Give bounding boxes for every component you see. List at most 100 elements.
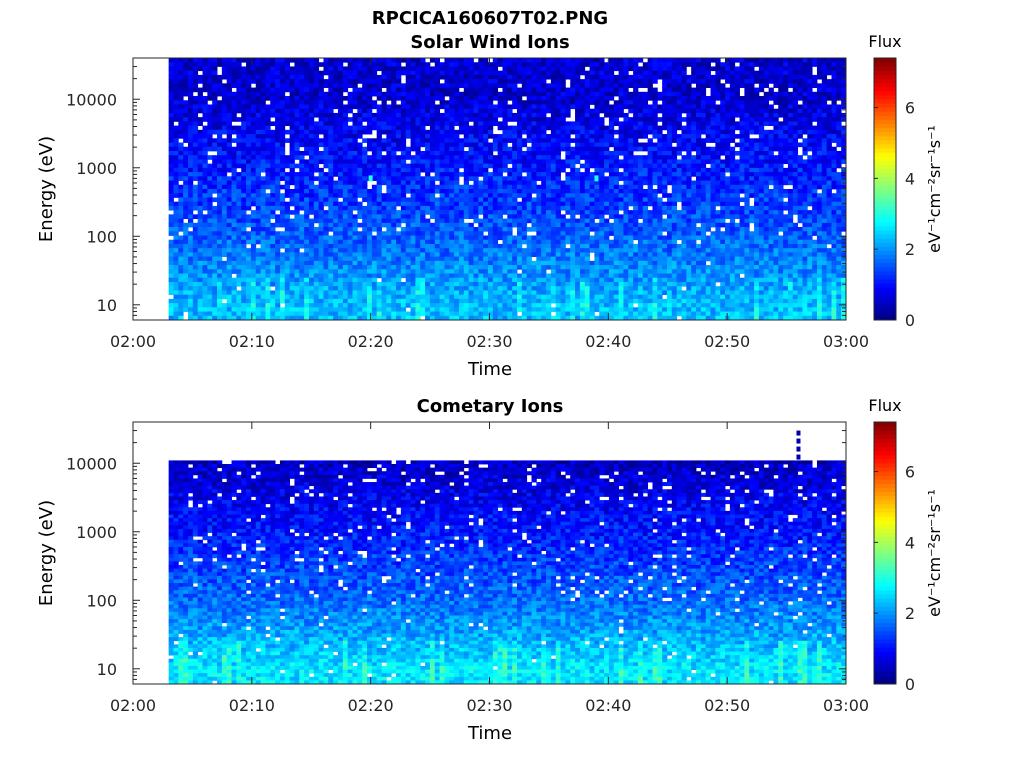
heatmap-cell [299, 155, 305, 160]
heatmap-cell [536, 96, 542, 101]
heatmap-cell [250, 155, 257, 160]
heatmap-cell [188, 146, 194, 152]
heatmap-cell [420, 121, 426, 127]
heatmap-cell [449, 303, 455, 308]
heatmap-cell [265, 298, 271, 304]
heatmap-cell [308, 66, 315, 72]
heatmap-cell [284, 201, 291, 207]
heatmap-cell [241, 150, 247, 156]
heatmap-cell [444, 277, 450, 283]
heatmap-cell [236, 163, 242, 169]
heatmap-cell [478, 150, 484, 156]
heatmap-cell [183, 205, 189, 211]
heatmap-cell [318, 142, 324, 148]
heatmap-cell [565, 163, 571, 169]
heatmap-cell [420, 163, 426, 169]
heatmap-cell [221, 58, 228, 63]
heatmap-cell [308, 201, 315, 207]
heatmap-cell [313, 70, 320, 76]
heatmap-cell [367, 294, 373, 300]
heatmap-cell [294, 189, 300, 194]
heatmap-cell [444, 138, 450, 143]
heatmap-cell [405, 281, 411, 287]
heatmap-cell [279, 298, 286, 304]
heatmap-cell [212, 104, 218, 110]
heatmap-cell [183, 62, 189, 67]
heatmap-cell [342, 155, 349, 160]
heatmap-cell [507, 235, 513, 241]
heatmap-cell [410, 155, 416, 160]
heatmap-cell [202, 83, 208, 88]
heatmap-cell [434, 138, 440, 143]
heatmap-cell [546, 260, 552, 266]
heatmap-cell [352, 269, 358, 274]
heatmap-cell [487, 248, 494, 253]
heatmap-cell [463, 142, 470, 148]
heatmap-cell [546, 167, 552, 173]
heatmap-cell [439, 239, 445, 245]
heatmap-cell [226, 290, 232, 296]
heatmap-cell [241, 172, 247, 177]
heatmap-cell [386, 172, 392, 177]
heatmap-cell [357, 70, 363, 76]
heatmap-cell [231, 205, 237, 211]
heatmap-cell [444, 87, 450, 93]
heatmap-cell [371, 248, 378, 253]
heatmap-cell [517, 125, 523, 131]
heatmap-cell [362, 83, 368, 88]
heatmap-cell [323, 142, 329, 148]
heatmap-cell [478, 66, 484, 72]
heatmap-cell [197, 142, 203, 148]
heatmap-cell [463, 307, 470, 312]
heatmap-cell [463, 83, 470, 88]
heatmap-cell [188, 294, 194, 300]
heatmap-cell [536, 243, 542, 249]
heatmap-cell [449, 172, 455, 177]
heatmap-cell [342, 290, 349, 296]
heatmap-cell [391, 83, 397, 88]
heatmap-cell [304, 134, 310, 139]
heatmap-cell [212, 277, 218, 283]
heatmap-cell [318, 70, 324, 76]
heatmap-cell [246, 62, 252, 67]
heatmap-cell [536, 83, 542, 88]
heatmap-cell [313, 315, 320, 321]
heatmap-cell [565, 248, 571, 253]
heatmap-cell [308, 243, 315, 249]
heatmap-cell [507, 315, 513, 321]
heatmap-cell [250, 222, 257, 228]
heatmap-cell [352, 163, 358, 169]
heatmap-cell [284, 74, 291, 80]
heatmap-cell [367, 298, 373, 304]
heatmap-cell [250, 117, 257, 122]
heatmap-cell [202, 315, 208, 321]
heatmap-cell [454, 112, 460, 118]
heatmap-cell [275, 205, 281, 211]
heatmap-cell [337, 201, 344, 207]
heatmap-cell [487, 269, 494, 274]
heatmap-cell [357, 184, 363, 190]
heatmap-cell [400, 311, 407, 317]
heatmap-cell [376, 150, 382, 156]
heatmap-cell [212, 96, 218, 101]
heatmap-cell [217, 91, 223, 97]
heatmap-cell [454, 150, 460, 156]
heatmap-cell [526, 163, 532, 169]
heatmap-cell [444, 290, 450, 296]
heatmap-cell [487, 286, 494, 291]
heatmap-cell [178, 273, 184, 279]
heatmap-cell [352, 83, 358, 88]
heatmap-cell [531, 58, 537, 63]
heatmap-cell [454, 252, 460, 258]
heatmap-cell [536, 193, 542, 198]
heatmap-cell [381, 243, 387, 249]
heatmap-cell [550, 256, 557, 262]
heatmap-cell [497, 273, 503, 279]
heatmap-cell [304, 307, 310, 312]
heatmap-cell [328, 214, 334, 219]
heatmap-cell [555, 91, 561, 97]
heatmap-cell [265, 256, 271, 262]
heatmap-cell [178, 62, 184, 67]
heatmap-cell [328, 201, 334, 207]
heatmap-cell [352, 180, 358, 186]
